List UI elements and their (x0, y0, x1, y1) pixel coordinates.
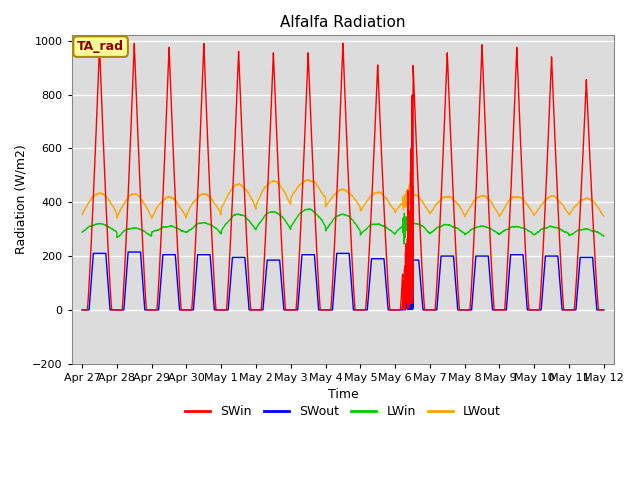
Legend: SWin, SWout, LWin, LWout: SWin, SWout, LWin, LWout (180, 400, 506, 423)
Y-axis label: Radiation (W/m2): Radiation (W/m2) (15, 144, 28, 254)
Text: TA_rad: TA_rad (77, 40, 124, 53)
X-axis label: Time: Time (328, 388, 358, 401)
Title: Alfalfa Radiation: Alfalfa Radiation (280, 15, 406, 30)
